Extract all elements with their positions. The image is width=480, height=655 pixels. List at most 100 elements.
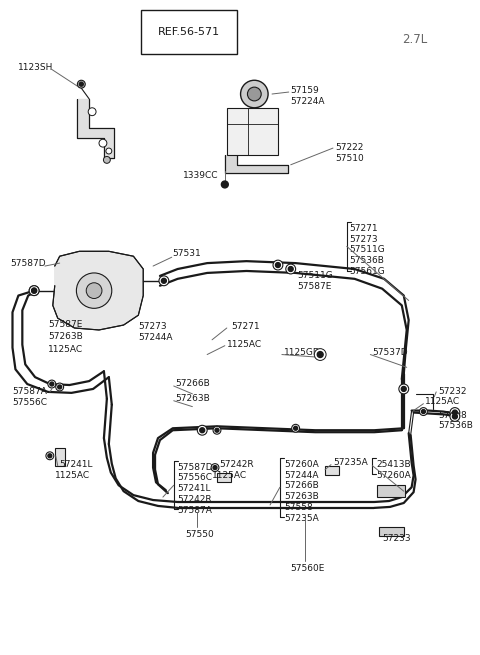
Text: 1339CC: 1339CC [182,171,218,179]
Circle shape [240,81,268,108]
Text: 57235A: 57235A [284,514,319,523]
Text: 57241L: 57241L [60,460,93,469]
Bar [227,108,278,155]
Circle shape [159,276,169,286]
Text: 57242R: 57242R [178,495,212,504]
Text: 57556C: 57556C [178,474,213,483]
Circle shape [197,425,207,435]
Circle shape [421,409,425,413]
Circle shape [88,108,96,116]
Text: 1125GD: 1125GD [284,348,321,357]
Text: 25413B: 25413B [376,460,411,469]
Circle shape [48,454,52,458]
Text: 57536B: 57536B [438,421,473,430]
Text: 57271: 57271 [232,322,260,331]
Circle shape [273,260,283,270]
Circle shape [314,348,326,360]
Text: 57263B: 57263B [48,332,83,341]
Polygon shape [77,99,114,158]
Circle shape [32,288,36,293]
Text: 1125AC: 1125AC [48,345,83,354]
Circle shape [76,273,112,309]
Circle shape [50,382,54,386]
Text: 1125AC: 1125AC [55,470,90,479]
Text: 57587A: 57587A [178,506,213,515]
Circle shape [294,426,298,430]
Circle shape [317,352,323,358]
Bar [325,466,339,476]
Text: 57263B: 57263B [284,492,319,501]
Text: 57587E: 57587E [48,320,82,329]
Text: 57159: 57159 [291,86,320,95]
Circle shape [286,264,296,274]
Circle shape [56,383,64,391]
Text: 57587D: 57587D [11,259,46,268]
Text: 57511G: 57511G [298,271,333,280]
Circle shape [99,140,107,147]
Text: 57558: 57558 [284,503,312,512]
Circle shape [450,407,460,417]
Text: 1125AC: 1125AC [227,340,262,349]
Text: 57222: 57222 [335,143,363,152]
Polygon shape [53,252,143,330]
Circle shape [453,414,457,419]
Circle shape [215,428,219,432]
Text: 57537D: 57537D [372,348,408,357]
Text: 57561G: 57561G [350,267,385,276]
Circle shape [213,426,221,434]
Circle shape [32,288,36,293]
Text: 57233: 57233 [382,534,411,544]
Circle shape [86,283,102,299]
Text: REF.56-571: REF.56-571 [158,27,220,37]
Text: 57235A: 57235A [333,458,368,467]
Circle shape [29,286,39,295]
Text: 57550: 57550 [185,529,214,538]
Text: 57558: 57558 [438,411,467,420]
Text: 57242R: 57242R [219,460,253,469]
Text: 57244A: 57244A [138,333,173,342]
Text: 57560E: 57560E [291,564,325,573]
Circle shape [48,380,56,388]
Circle shape [292,424,300,432]
Circle shape [288,267,293,271]
Bar [377,485,405,497]
Circle shape [46,452,54,460]
Text: 57266B: 57266B [284,481,319,491]
Circle shape [79,83,83,86]
Text: 57587A: 57587A [12,387,48,396]
Text: 1125AC: 1125AC [212,470,247,479]
Text: 57266B: 57266B [176,379,210,388]
Text: 57536B: 57536B [350,256,384,265]
Bar [379,527,404,536]
Circle shape [248,87,261,101]
Circle shape [221,181,228,188]
Circle shape [276,263,280,267]
Text: 57510: 57510 [335,154,364,163]
Text: 57232: 57232 [438,387,467,396]
Text: 57260A: 57260A [376,470,411,479]
Circle shape [453,410,457,415]
Text: 57273: 57273 [350,234,378,244]
Circle shape [77,81,85,88]
Text: 57556C: 57556C [12,398,48,407]
Circle shape [420,407,427,415]
Polygon shape [225,155,288,173]
Circle shape [161,278,167,283]
Circle shape [58,385,61,389]
Bar [55,448,65,466]
Text: 57244A: 57244A [284,470,318,479]
Text: 57587D: 57587D [178,462,213,472]
Text: 57587E: 57587E [298,282,332,291]
Bar [217,472,231,482]
Text: 57511G: 57511G [350,246,385,254]
Text: 57224A: 57224A [291,97,325,106]
Circle shape [450,411,460,421]
Text: 57531: 57531 [173,250,202,258]
Circle shape [29,286,39,295]
Circle shape [213,466,217,470]
Circle shape [401,386,406,392]
Text: 57260A: 57260A [284,460,319,469]
Text: 1125AC: 1125AC [425,397,460,406]
Circle shape [200,428,204,433]
Circle shape [399,384,408,394]
